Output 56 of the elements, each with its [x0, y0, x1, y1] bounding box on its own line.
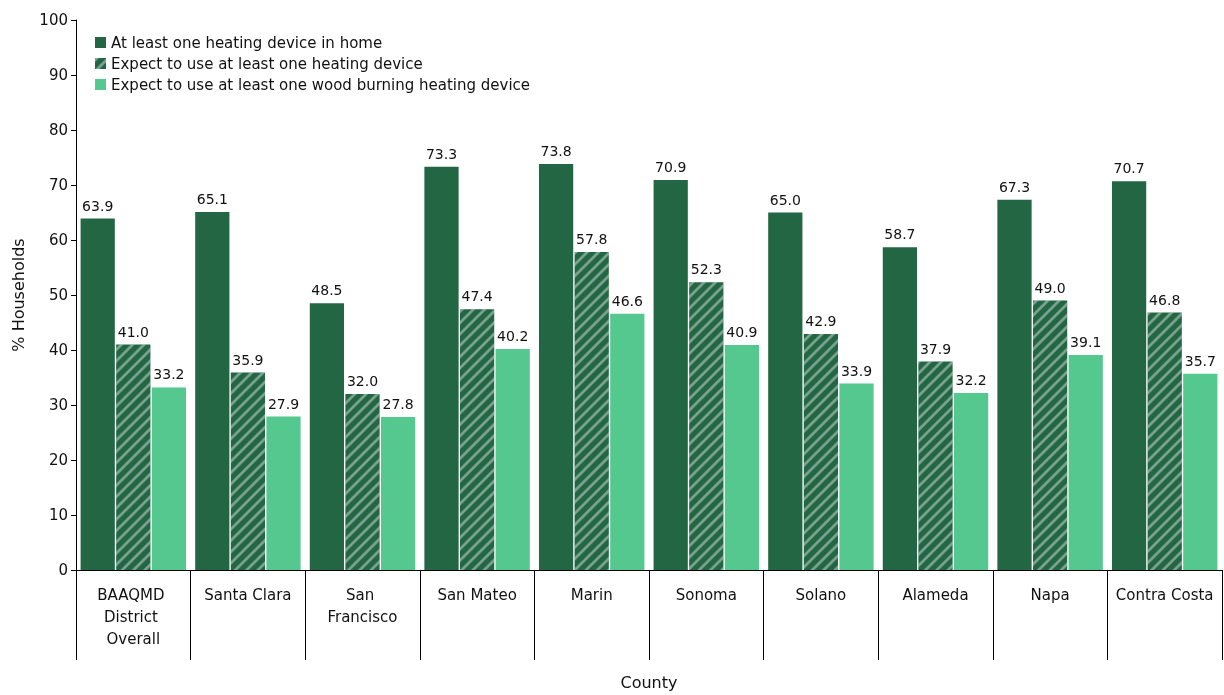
y-tick-label: 100 [39, 11, 68, 29]
x-tick-label: Napa [1030, 586, 1070, 604]
data-label: 46.6 [611, 292, 643, 309]
y-axis-title: % Households [8, 238, 28, 352]
y-tick-label: 80 [48, 121, 68, 139]
data-label: 70.7 [1113, 160, 1145, 177]
data-label: 40.9 [726, 324, 758, 341]
data-label: 63.9 [82, 197, 114, 214]
data-label: 33.2 [153, 366, 185, 383]
x-tick-label: San Mateo [437, 586, 517, 604]
data-label: 32.2 [955, 371, 987, 388]
y-tick-label: 50 [48, 286, 68, 304]
data-label: 32.0 [346, 373, 379, 389]
y-tick-label: 90 [48, 66, 68, 84]
x-tick-label: Sonoma [675, 586, 737, 604]
legend-label: At least one heating device in home [111, 33, 383, 52]
data-label: 33.9 [840, 362, 873, 379]
x-tick-label: San Francisco [327, 586, 398, 626]
y-tick-label: 20 [48, 451, 68, 469]
data-label: 57.8 [576, 231, 608, 248]
x-tick-label: Contra Costa [1115, 586, 1214, 604]
data-label: 73.3 [425, 145, 458, 162]
data-label: 73.8 [540, 143, 572, 160]
x-tick-label: BAAQMD District Overall [97, 586, 170, 648]
data-label: 39.1 [1070, 333, 1102, 350]
x-axis-title: County [620, 672, 678, 692]
y-tick-label: 70 [48, 176, 68, 194]
data-label: 27.9 [267, 395, 300, 412]
data-label: 46.8 [1149, 291, 1181, 308]
data-label: 70.9 [655, 159, 687, 176]
data-label: 52.3 [690, 261, 722, 278]
x-tick-label: Marin [570, 586, 613, 604]
y-tick-label: 10 [48, 506, 68, 524]
data-label: 49.0 [1034, 279, 1066, 296]
data-label: 42.9 [805, 313, 837, 330]
data-label: 37.9 [919, 340, 952, 357]
data-label: 65.1 [196, 190, 228, 207]
data-label: 27.8 [382, 396, 414, 413]
data-label: 58.7 [884, 226, 916, 243]
legend-label: Expect to use at least one wood burning heating device [111, 75, 531, 94]
legend-label: Expect to use at least one heating device [111, 54, 423, 73]
data-label: 40.2 [497, 327, 529, 344]
data-label: 47.4 [461, 288, 493, 305]
data-label: 65.0 [769, 191, 801, 208]
data-label: 41.0 [117, 323, 149, 340]
data-label: 35.7 [1184, 352, 1216, 369]
y-tick-label: 40 [48, 341, 68, 359]
y-tick-label: 60 [48, 231, 68, 249]
y-tick-label: 0 [58, 561, 68, 579]
data-label: 35.9 [232, 351, 264, 368]
data-label: 67.3 [998, 178, 1031, 195]
x-tick-label: Alameda [902, 586, 969, 604]
x-tick-label: Solano [795, 586, 847, 604]
y-tick-label: 30 [48, 396, 68, 414]
x-tick-label: Santa Clara [204, 586, 292, 604]
data-label: 48.5 [311, 282, 343, 299]
